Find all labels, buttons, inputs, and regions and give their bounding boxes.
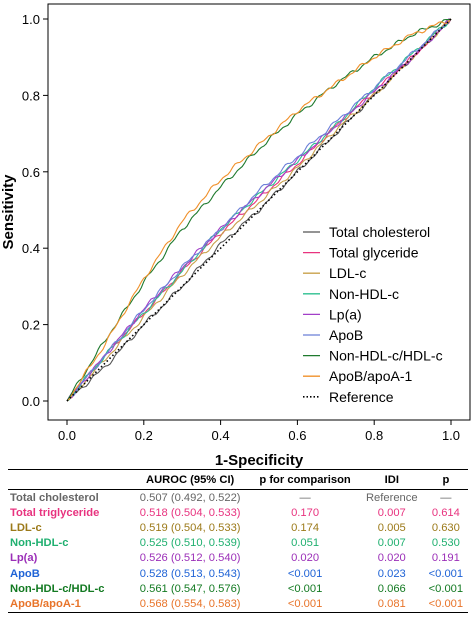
table-cell: 0.526 (0.512, 0.540) [139, 552, 241, 565]
table-cell: <0.001 [423, 596, 468, 613]
roc-chart: 0.0 0.2 0.4 0.6 0.8 1.0 0.0 0.2 0.4 0.6 0.8 1.0 1-Sp… [0, 3, 471, 468]
roc-curve [66, 18, 452, 402]
table-cell: 0.530 [431, 537, 460, 550]
table-cell: — [440, 491, 452, 504]
table-row: ApoB/apoA-1 0.568 (0.554, 0.583) <0.001 0.0… [8, 596, 468, 613]
table-row: Lp(a) 0.526 (0.512, 0.540) 0.020 0.020 0.191 [8, 551, 468, 566]
table-cell: 0.528 (0.513, 0.543) [139, 567, 241, 580]
table-row: Total cholesterol 0.507 (0.492, 0.522) — Re… [8, 490, 468, 506]
table-cell: 0.023 [377, 567, 406, 580]
x-tick-label: 1.0 [442, 428, 460, 443]
table-cell: 0.007 [377, 506, 406, 519]
y-tick-label: 0.2 [22, 318, 40, 333]
header-auroc: AUROC (95% CI) [130, 472, 251, 490]
table-cell: 0.066 [377, 582, 406, 595]
table-header: AUROC (95% CI) p for comparison IDI p [8, 472, 468, 490]
table-cell: <0.001 [428, 582, 464, 595]
x-tick-label: 0.8 [365, 428, 383, 443]
legend-label: LDL-c [329, 265, 366, 281]
y-tick-label: 0.6 [22, 165, 40, 180]
row-label: ApoB [10, 567, 40, 580]
header-idi: IDI [359, 472, 424, 490]
table-cell: 0.005 [377, 521, 406, 534]
table-cell: 0.191 [431, 552, 460, 565]
header-p: p [423, 472, 468, 490]
table-row: Non-HDL-c/HDL-c 0.561 (0.547, 0.576) <0.00… [8, 581, 468, 596]
table-cell: 0.561 (0.547, 0.576) [139, 582, 241, 595]
x-tick-label: 0.6 [288, 428, 306, 443]
table-row: Non-HDL-c 0.525 (0.510, 0.539) 0.051 0.007 0… [8, 536, 468, 551]
legend-label: Total glyceride [329, 245, 419, 261]
table-cell: <0.001 [428, 567, 464, 580]
legend-label: Reference [329, 389, 394, 405]
y-tick-label: 0.0 [22, 394, 40, 409]
roc-curve [66, 18, 452, 402]
roc-curve [66, 18, 452, 402]
row-label: Non-HDL-c/HDL-c [10, 582, 105, 595]
y-axis-label: Sensitivity [0, 174, 17, 250]
table-cell: 0.051 [291, 537, 320, 550]
legend-label: Total cholesterol [329, 224, 430, 240]
table-cell: 0.614 [431, 506, 460, 519]
x-tick-label: 0.2 [135, 428, 153, 443]
row-label: Total cholesterol [10, 491, 99, 504]
header-blank [8, 472, 130, 490]
table-cell: <0.001 [287, 582, 323, 595]
table-cell: <0.001 [287, 567, 323, 580]
legend-label: Non-HDL-c/HDL-c [329, 348, 443, 364]
table-cell: 0.081 [359, 596, 424, 613]
x-axis-label: 1-Specificity [215, 452, 304, 468]
row-label: ApoB/apoA-1 [8, 596, 130, 613]
x-tick-label: 0.4 [212, 428, 230, 443]
table-cell: 0.507 (0.492, 0.522) [139, 491, 241, 504]
table-cell: 0.020 [291, 552, 320, 565]
table-cell: 0.568 (0.554, 0.583) [130, 596, 251, 613]
table-cell: 0.174 [291, 521, 320, 534]
stats-table: AUROC (95% CI) p for comparison IDI p To… [8, 472, 468, 613]
y-tick-label: 1.0 [22, 12, 40, 27]
roc-curve [66, 18, 452, 402]
y-tick-label: 0.4 [22, 241, 40, 256]
table-cell: 0.518 (0.504, 0.533) [139, 506, 241, 519]
row-label: Total triglyceride [10, 506, 100, 519]
table-cell: 0.519 (0.504, 0.533) [139, 521, 241, 534]
legend-label: Lp(a) [329, 306, 362, 322]
row-label: LDL-c [10, 521, 42, 534]
header-p-comparison: p for comparison [250, 472, 360, 490]
table-body: Total cholesterol 0.507 (0.492, 0.522) — Re… [8, 490, 468, 613]
row-label: Lp(a) [10, 552, 38, 565]
table-cell: 0.020 [377, 552, 406, 565]
table-cell: Reference [365, 491, 418, 504]
y-tick-label: 0.8 [22, 88, 40, 103]
table-cell: — [299, 491, 311, 504]
table-row: Total triglyceride 0.518 (0.504, 0.533) 0.… [8, 505, 468, 520]
legend-label: ApoB [329, 327, 363, 343]
table-header-row: AUROC (95% CI) p for comparison IDI p [8, 472, 468, 490]
table-top-rule [8, 469, 468, 470]
legend-label: Non-HDL-c [329, 286, 399, 302]
table-cell: 0.170 [291, 506, 320, 519]
roc-curve [66, 18, 452, 402]
table-cell: 0.007 [377, 537, 406, 550]
table-row: LDL-c 0.519 (0.504, 0.533) 0.174 0.005 0.630 [8, 520, 468, 535]
table-cell: 0.630 [431, 521, 460, 534]
plot-frame [47, 3, 471, 421]
x-tick-label: 0.0 [58, 428, 76, 443]
table-cell: <0.001 [250, 596, 360, 613]
table-cell: 0.525 (0.510, 0.539) [139, 537, 241, 550]
table-row: ApoB 0.528 (0.513, 0.543) <0.001 0.023 <0.00… [8, 566, 468, 581]
legend-label: ApoB/apoA-1 [329, 368, 412, 384]
row-label: Non-HDL-c [10, 537, 69, 550]
